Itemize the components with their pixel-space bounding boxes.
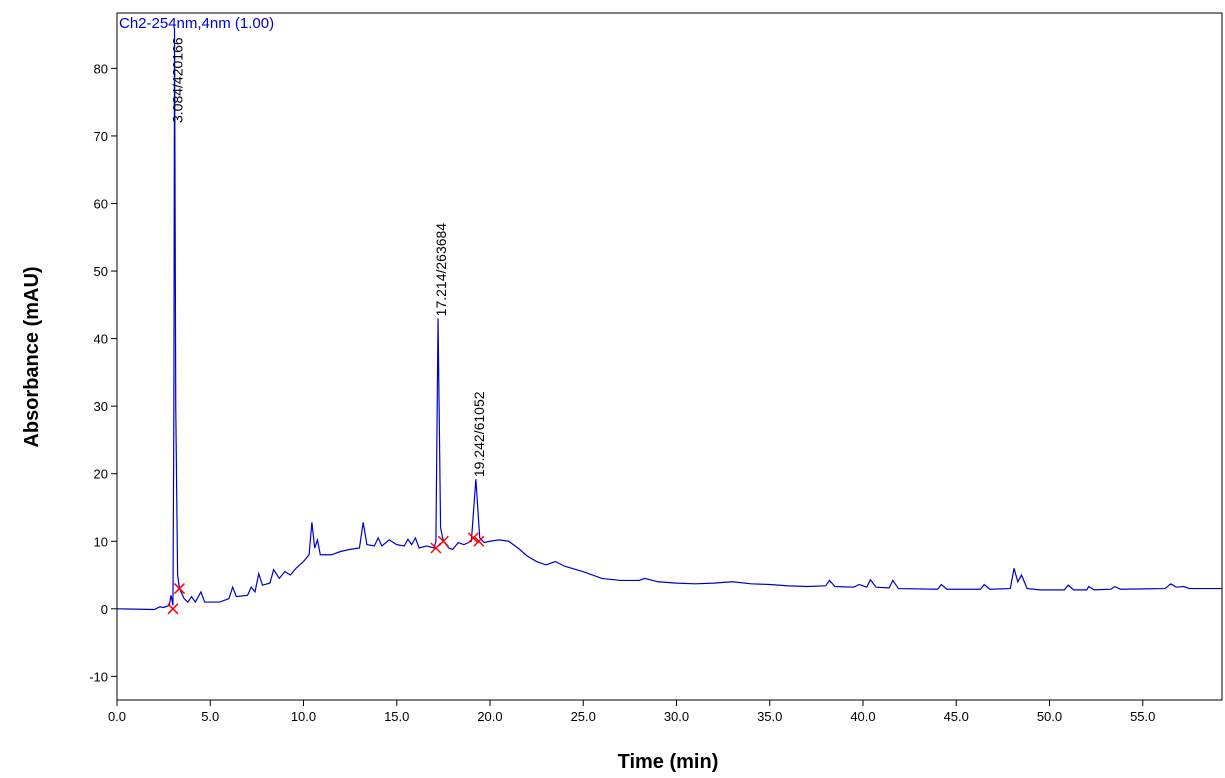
peak-annotation: 3.084/420166 bbox=[170, 37, 186, 123]
y-tick-label: 10 bbox=[94, 534, 108, 549]
x-tick-label: 25.0 bbox=[571, 709, 596, 724]
y-tick-label: 40 bbox=[94, 332, 108, 347]
y-tick-label: 70 bbox=[94, 129, 108, 144]
chromatogram-line bbox=[116, 27, 1222, 611]
integration-mark bbox=[173, 583, 186, 595]
x-tick-label: 30.0 bbox=[664, 709, 689, 724]
x-tick-label: 20.0 bbox=[477, 709, 502, 724]
x-tick-label: 5.0 bbox=[201, 709, 219, 724]
channel-label: Ch2-254nm,4nm (1.00) bbox=[119, 15, 274, 32]
y-tick-label: 50 bbox=[94, 264, 108, 279]
x-tick-label: 45.0 bbox=[944, 709, 969, 724]
x-tick-label: 50.0 bbox=[1037, 709, 1062, 724]
integration-mark bbox=[467, 532, 479, 544]
x-tick-label: 55.0 bbox=[1130, 709, 1155, 724]
y-tick-label: 80 bbox=[94, 61, 108, 76]
y-tick-label: 0 bbox=[101, 602, 108, 617]
peak-annotation: 17.214/263684 bbox=[433, 223, 449, 317]
integration-mark bbox=[473, 535, 485, 547]
y-axis-title: Absorbance (mAU) bbox=[21, 266, 43, 447]
y-tick-label: 20 bbox=[94, 467, 108, 482]
plot-frame bbox=[116, 12, 1223, 701]
x-tick-label: 10.0 bbox=[291, 709, 316, 724]
y-tick-label: -10 bbox=[89, 669, 108, 684]
x-tick-label: 40.0 bbox=[850, 709, 875, 724]
y-tick-label: 60 bbox=[94, 196, 108, 211]
y-tick-label: 30 bbox=[94, 399, 108, 414]
integration-mark bbox=[167, 603, 179, 615]
integration-mark bbox=[437, 535, 449, 547]
x-tick-label: 15.0 bbox=[384, 709, 409, 724]
x-axis-title: Time (min) bbox=[618, 751, 719, 773]
peak-annotation: 19.242/61052 bbox=[471, 391, 487, 477]
x-tick-label: 0.0 bbox=[108, 709, 126, 724]
x-tick-label: 35.0 bbox=[757, 709, 782, 724]
